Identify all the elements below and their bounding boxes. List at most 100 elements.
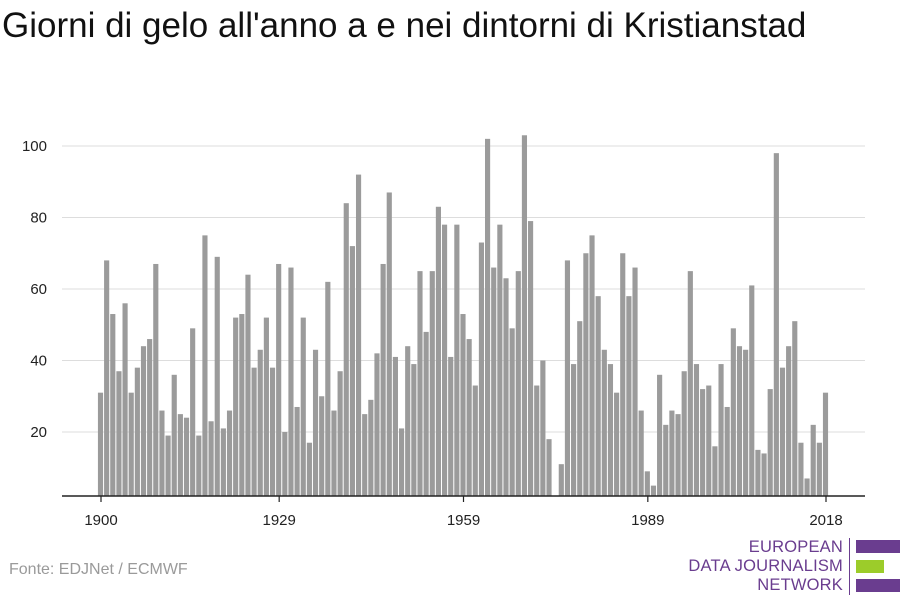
y-tick-label: 40 bbox=[30, 353, 47, 370]
bars bbox=[97, 135, 829, 496]
bar bbox=[183, 417, 190, 496]
bar bbox=[411, 364, 417, 496]
y-tick-label: 20 bbox=[30, 424, 47, 441]
bar bbox=[736, 346, 743, 496]
bar bbox=[276, 263, 282, 496]
bar bbox=[503, 278, 509, 496]
bar bbox=[214, 256, 220, 496]
bar bbox=[368, 399, 374, 496]
bar bbox=[730, 328, 736, 496]
logo-bar-middle bbox=[856, 559, 884, 573]
bar bbox=[521, 135, 528, 496]
x-tick-label: 1959 bbox=[447, 512, 480, 529]
bar bbox=[712, 446, 718, 496]
y-axis-ticks: 20 40 60 80 100 bbox=[22, 138, 47, 441]
bar bbox=[159, 410, 165, 496]
logo-bar-top bbox=[856, 540, 900, 553]
bar bbox=[257, 349, 263, 496]
bar bbox=[773, 153, 779, 496]
bar bbox=[454, 224, 460, 496]
bar bbox=[128, 392, 134, 496]
x-tick-label: 1900 bbox=[84, 512, 117, 529]
logo-text: EUROPEAN DATA JOURNALISM NETWORK bbox=[688, 538, 850, 595]
x-tick-label: 2018 bbox=[809, 512, 842, 529]
bar bbox=[405, 346, 411, 496]
bar bbox=[226, 410, 233, 496]
bar bbox=[804, 478, 810, 496]
bar bbox=[718, 364, 724, 496]
bar bbox=[294, 406, 300, 496]
bar bbox=[380, 263, 386, 496]
bar bbox=[792, 321, 798, 496]
bar bbox=[491, 267, 497, 496]
bar bbox=[497, 224, 503, 496]
bar bbox=[472, 385, 478, 496]
bar bbox=[423, 331, 429, 496]
bar bbox=[706, 385, 712, 496]
bar bbox=[196, 435, 202, 496]
bar bbox=[110, 314, 116, 496]
bar bbox=[337, 371, 343, 496]
bar bbox=[177, 414, 183, 496]
bar bbox=[607, 364, 614, 496]
bar bbox=[190, 328, 196, 496]
bar bbox=[435, 206, 441, 496]
bar bbox=[657, 374, 663, 496]
bar bbox=[263, 317, 269, 496]
y-tick-label: 60 bbox=[30, 281, 47, 298]
bar bbox=[116, 371, 122, 496]
bar bbox=[583, 253, 589, 496]
bar bbox=[220, 428, 226, 496]
bar bbox=[233, 317, 239, 496]
bar bbox=[134, 367, 140, 496]
bar bbox=[282, 432, 288, 496]
y-tick-label: 80 bbox=[30, 210, 47, 227]
bar bbox=[786, 346, 792, 496]
bar bbox=[417, 271, 423, 496]
bar bbox=[165, 435, 171, 496]
x-tick-label: 1989 bbox=[631, 512, 664, 529]
bar bbox=[140, 346, 147, 496]
bar bbox=[325, 281, 331, 496]
bar bbox=[429, 271, 435, 496]
bar bbox=[122, 303, 128, 496]
bar bbox=[355, 174, 362, 496]
bar bbox=[749, 285, 755, 496]
bar bbox=[448, 356, 454, 496]
bar bbox=[251, 367, 257, 496]
bar bbox=[441, 224, 448, 496]
bar bbox=[687, 271, 693, 496]
bar bbox=[743, 349, 749, 496]
chart-title: Giorni di gelo all'anno a e nei dintorni… bbox=[2, 6, 807, 45]
bar bbox=[534, 385, 540, 496]
bar bbox=[816, 442, 822, 496]
bar bbox=[515, 271, 521, 496]
bar bbox=[362, 414, 368, 496]
x-tick-label: 1929 bbox=[262, 512, 295, 529]
bar bbox=[97, 392, 104, 496]
bar bbox=[755, 449, 761, 496]
bar bbox=[306, 442, 312, 496]
bar bbox=[779, 367, 786, 496]
bar bbox=[398, 428, 405, 496]
edjnet-logo[interactable]: EUROPEAN DATA JOURNALISM NETWORK bbox=[688, 538, 900, 595]
bar bbox=[761, 453, 767, 496]
bar bbox=[331, 410, 337, 496]
bar bbox=[147, 339, 153, 496]
y-tick-label: 100 bbox=[22, 138, 47, 155]
bar bbox=[571, 364, 577, 496]
bar bbox=[349, 246, 355, 496]
bar bbox=[153, 263, 159, 496]
bar bbox=[466, 339, 472, 496]
bar bbox=[202, 235, 208, 496]
bar bbox=[620, 253, 626, 496]
bar bbox=[693, 364, 700, 496]
bar bbox=[528, 221, 534, 496]
bar bbox=[577, 321, 583, 496]
bar bbox=[478, 242, 485, 496]
bar bbox=[392, 356, 398, 496]
bar bbox=[245, 274, 251, 496]
bar bbox=[208, 421, 214, 496]
logo-line-network: NETWORK bbox=[757, 576, 843, 594]
bar bbox=[288, 267, 294, 496]
